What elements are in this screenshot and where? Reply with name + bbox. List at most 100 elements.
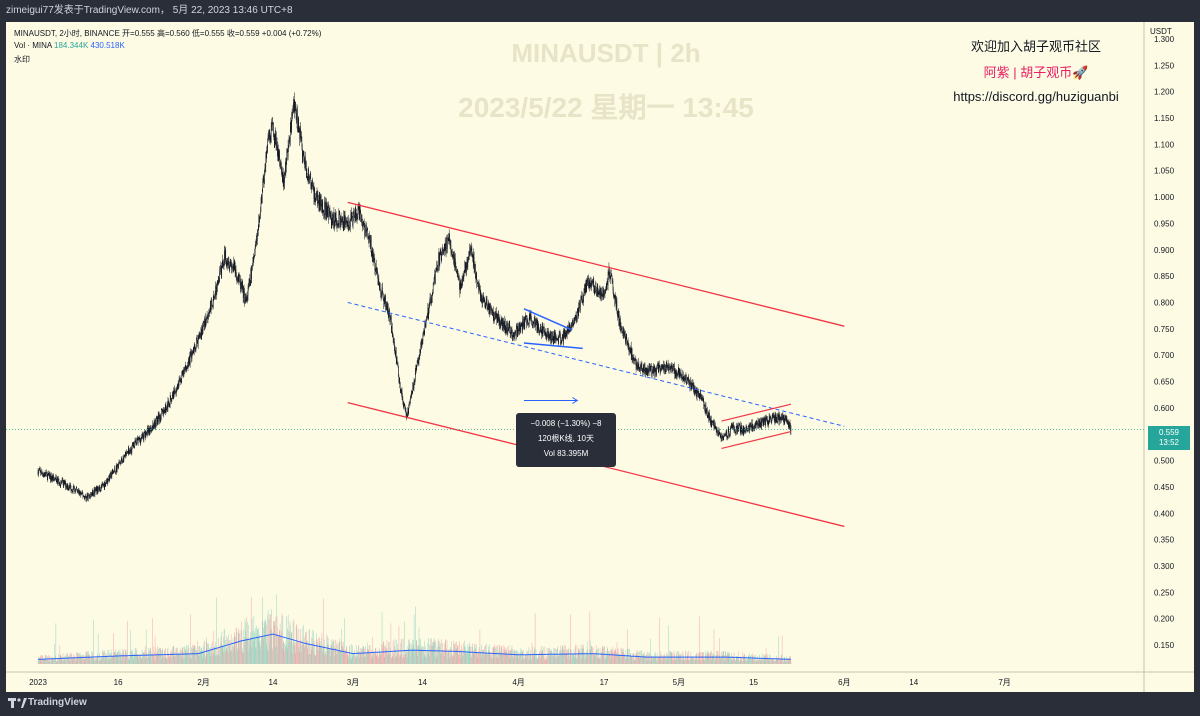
volume-bar xyxy=(54,659,56,664)
volume-bar xyxy=(323,654,325,664)
volume-bar xyxy=(241,630,243,664)
volume-bar xyxy=(106,654,107,664)
volume-bar xyxy=(377,654,379,664)
price-chart[interactable]: USDT1.3001.2501.2001.1501.1001.0501.0000… xyxy=(6,22,1194,692)
volume-bar xyxy=(318,638,320,664)
volume-bar xyxy=(587,654,589,664)
volume-bar xyxy=(214,647,215,664)
volume-bar xyxy=(108,660,109,664)
volume-bar xyxy=(422,657,424,664)
volume-bar xyxy=(71,657,73,664)
volume-bar xyxy=(306,631,307,664)
volume-bar xyxy=(206,643,208,664)
volume-bar xyxy=(754,656,755,664)
volume-bar xyxy=(167,649,168,664)
volume-bar xyxy=(233,646,235,664)
volume-bar xyxy=(714,655,716,664)
volume-bar xyxy=(95,657,96,664)
volume-bar xyxy=(309,653,311,664)
volume-bar xyxy=(554,648,555,664)
volume-bar xyxy=(545,656,547,664)
volume-bar xyxy=(444,656,445,664)
volume-bar xyxy=(343,651,345,664)
volume-bar xyxy=(723,651,725,664)
volume-bar xyxy=(599,658,600,664)
volume-bar xyxy=(548,648,549,664)
volume-bar xyxy=(444,641,446,664)
volume-bar xyxy=(574,652,575,664)
volume-bar xyxy=(310,654,311,664)
volume-bar xyxy=(81,655,83,664)
volume-bar xyxy=(38,656,39,664)
volume-bar xyxy=(536,653,537,664)
volume-bar xyxy=(228,634,229,664)
volume-bar xyxy=(622,651,624,664)
volume-bar xyxy=(570,649,572,664)
volume-bar xyxy=(202,651,204,664)
volume-bar xyxy=(319,642,320,664)
volume-bar xyxy=(148,652,150,664)
volume-bar xyxy=(279,623,281,664)
volume-bar xyxy=(763,658,765,664)
volume-bar xyxy=(452,656,454,664)
chart-area[interactable]: USDT 1.300 1.250 1.200 1.150 1.100 1.050 1.000 0… xyxy=(6,22,1194,692)
volume-bar xyxy=(434,642,435,664)
volume-bar xyxy=(271,649,273,664)
volume-bar xyxy=(120,652,121,664)
volume-bar xyxy=(210,656,211,664)
volume-bar xyxy=(103,652,104,664)
volume-bar xyxy=(335,648,336,664)
volume-bar xyxy=(420,649,421,664)
volume-bar xyxy=(189,658,191,664)
volume-bar xyxy=(251,647,252,664)
volume-bar xyxy=(456,641,457,664)
volume-bar xyxy=(572,655,573,664)
volume-bar xyxy=(484,654,485,664)
volume-bar xyxy=(134,655,135,664)
volume-bar xyxy=(528,658,529,664)
volume-bar xyxy=(260,640,262,664)
volume-bar xyxy=(682,659,684,664)
volume-bar xyxy=(723,660,725,664)
volume-bar xyxy=(118,650,119,664)
volume-bar xyxy=(702,651,703,664)
volume-bar xyxy=(737,656,738,664)
volume-bar xyxy=(143,652,144,664)
volume-bar xyxy=(533,651,534,664)
volume-bar xyxy=(569,659,570,664)
volume-bar xyxy=(762,658,763,664)
volume-bar xyxy=(750,659,752,664)
volume-bar xyxy=(289,631,290,664)
volume-bar xyxy=(84,659,86,664)
volume-bar xyxy=(277,627,278,664)
volume-bar xyxy=(663,655,664,664)
volume-bar xyxy=(298,629,300,664)
volume-bar xyxy=(330,644,332,664)
volume-bar xyxy=(197,640,198,664)
volume-bar xyxy=(694,661,695,664)
volume-bar xyxy=(432,642,434,664)
volume-bar xyxy=(419,645,421,664)
volume-bar xyxy=(90,658,92,664)
volume-bar xyxy=(355,658,357,664)
volume-bar xyxy=(351,645,353,664)
volume-bar xyxy=(499,648,500,664)
volume-bar xyxy=(589,649,590,664)
volume-bar xyxy=(626,629,628,664)
volume-bar xyxy=(130,630,131,664)
volume-bar xyxy=(677,655,679,664)
volume-bar xyxy=(553,656,554,664)
volume-bar xyxy=(598,647,599,664)
volume-bar xyxy=(606,651,607,664)
volume-bar xyxy=(311,649,312,664)
volume-bar xyxy=(201,648,202,664)
volume-bar xyxy=(731,659,733,664)
volume-bar xyxy=(695,654,697,664)
volume-bar xyxy=(351,644,353,664)
volume-bar xyxy=(66,660,67,664)
volume-bar xyxy=(193,648,194,664)
volume-bar xyxy=(243,630,244,664)
volume-bar xyxy=(145,629,147,664)
volume-bar xyxy=(164,651,165,664)
volume-bar xyxy=(250,596,252,664)
